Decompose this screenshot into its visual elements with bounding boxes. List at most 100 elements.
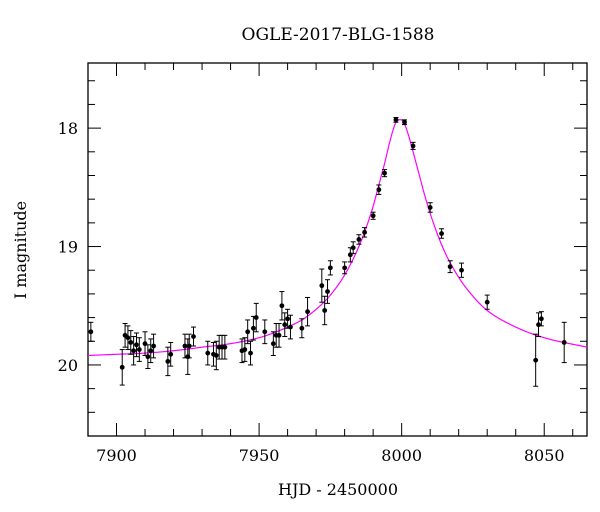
data-marker bbox=[305, 309, 310, 315]
data-marker bbox=[279, 303, 285, 309]
data-marker bbox=[125, 335, 131, 341]
data-point bbox=[319, 268, 325, 303]
data-marker bbox=[145, 354, 151, 360]
data-marker bbox=[165, 359, 171, 364]
data-marker bbox=[213, 353, 219, 358]
data-points-layer bbox=[88, 116, 567, 387]
data-marker bbox=[128, 340, 134, 345]
data-point bbox=[370, 211, 376, 220]
data-marker bbox=[148, 348, 154, 354]
data-point bbox=[410, 141, 416, 150]
y-tick-label: 18 bbox=[58, 119, 78, 138]
data-marker bbox=[245, 329, 251, 335]
data-marker bbox=[362, 229, 367, 235]
data-marker bbox=[382, 170, 387, 176]
data-marker bbox=[484, 299, 490, 305]
model-curve bbox=[87, 119, 588, 357]
data-marker bbox=[322, 308, 328, 313]
data-point bbox=[242, 337, 248, 362]
data-marker bbox=[393, 117, 399, 123]
data-point bbox=[285, 308, 291, 329]
data-marker bbox=[191, 334, 196, 339]
chart-title: OGLE-2017-BLG-1588 bbox=[242, 25, 435, 45]
data-point bbox=[262, 319, 268, 345]
data-point bbox=[205, 340, 211, 366]
data-marker bbox=[136, 347, 142, 352]
data-point bbox=[279, 291, 285, 321]
data-point bbox=[427, 202, 433, 213]
x-axis-label: HJD - 2450000 bbox=[278, 480, 398, 499]
data-point bbox=[145, 344, 151, 370]
data-marker bbox=[151, 343, 156, 349]
data-marker bbox=[276, 332, 282, 338]
data-point bbox=[299, 318, 305, 339]
data-point bbox=[122, 323, 128, 348]
axis-ticks bbox=[87, 63, 587, 437]
data-marker bbox=[376, 187, 382, 193]
data-marker bbox=[282, 322, 288, 328]
data-marker bbox=[447, 264, 453, 270]
data-marker bbox=[205, 350, 211, 356]
y-axis-label: I magnitude bbox=[11, 201, 30, 299]
plot-frame bbox=[87, 62, 588, 437]
data-point bbox=[222, 334, 228, 360]
data-marker bbox=[327, 265, 333, 271]
data-point bbox=[131, 336, 137, 366]
data-point bbox=[210, 341, 216, 367]
y-tick-label: 19 bbox=[58, 238, 78, 257]
data-point bbox=[402, 119, 408, 126]
data-marker bbox=[222, 344, 228, 350]
data-point bbox=[327, 260, 333, 276]
data-marker bbox=[253, 315, 259, 320]
data-marker bbox=[350, 245, 356, 251]
data-marker bbox=[168, 351, 174, 357]
data-marker bbox=[299, 325, 305, 331]
data-point bbox=[148, 338, 154, 364]
data-point bbox=[186, 333, 192, 359]
data-point bbox=[362, 227, 368, 238]
data-marker bbox=[533, 357, 539, 363]
data-point bbox=[376, 184, 382, 195]
data-point bbox=[133, 332, 139, 358]
data-marker bbox=[342, 265, 348, 271]
data-point bbox=[213, 340, 219, 371]
data-point bbox=[253, 302, 259, 333]
data-point bbox=[182, 333, 188, 359]
data-marker bbox=[356, 237, 362, 242]
data-point bbox=[350, 241, 356, 255]
data-point bbox=[325, 279, 331, 304]
data-marker bbox=[262, 329, 268, 335]
data-marker bbox=[250, 325, 256, 331]
data-marker bbox=[370, 213, 376, 219]
data-marker bbox=[288, 324, 293, 330]
data-marker bbox=[186, 343, 192, 349]
data-point bbox=[342, 261, 348, 275]
x-tick-label: 7900 bbox=[96, 446, 137, 465]
data-marker bbox=[242, 347, 248, 352]
data-point bbox=[305, 296, 311, 327]
data-point bbox=[128, 330, 134, 355]
data-point bbox=[276, 323, 282, 348]
data-point bbox=[245, 319, 251, 345]
data-point bbox=[151, 333, 157, 359]
x-tick-label: 8050 bbox=[524, 446, 565, 465]
model-layer bbox=[87, 119, 588, 357]
data-point bbox=[533, 333, 539, 387]
data-point bbox=[168, 341, 174, 367]
data-point bbox=[165, 346, 171, 377]
data-marker bbox=[402, 119, 407, 125]
data-point bbox=[282, 312, 288, 338]
data-marker bbox=[459, 267, 464, 273]
tick-labels: 7900 7950 8000 8050 18 19 20 bbox=[58, 119, 565, 465]
data-point bbox=[393, 116, 399, 123]
data-marker bbox=[134, 342, 139, 348]
data-point bbox=[561, 321, 567, 364]
data-marker bbox=[270, 341, 276, 347]
data-marker bbox=[561, 340, 567, 345]
data-marker bbox=[88, 329, 94, 335]
data-point bbox=[125, 325, 131, 351]
data-point bbox=[439, 228, 445, 239]
data-marker bbox=[248, 350, 253, 356]
data-marker bbox=[119, 364, 125, 370]
